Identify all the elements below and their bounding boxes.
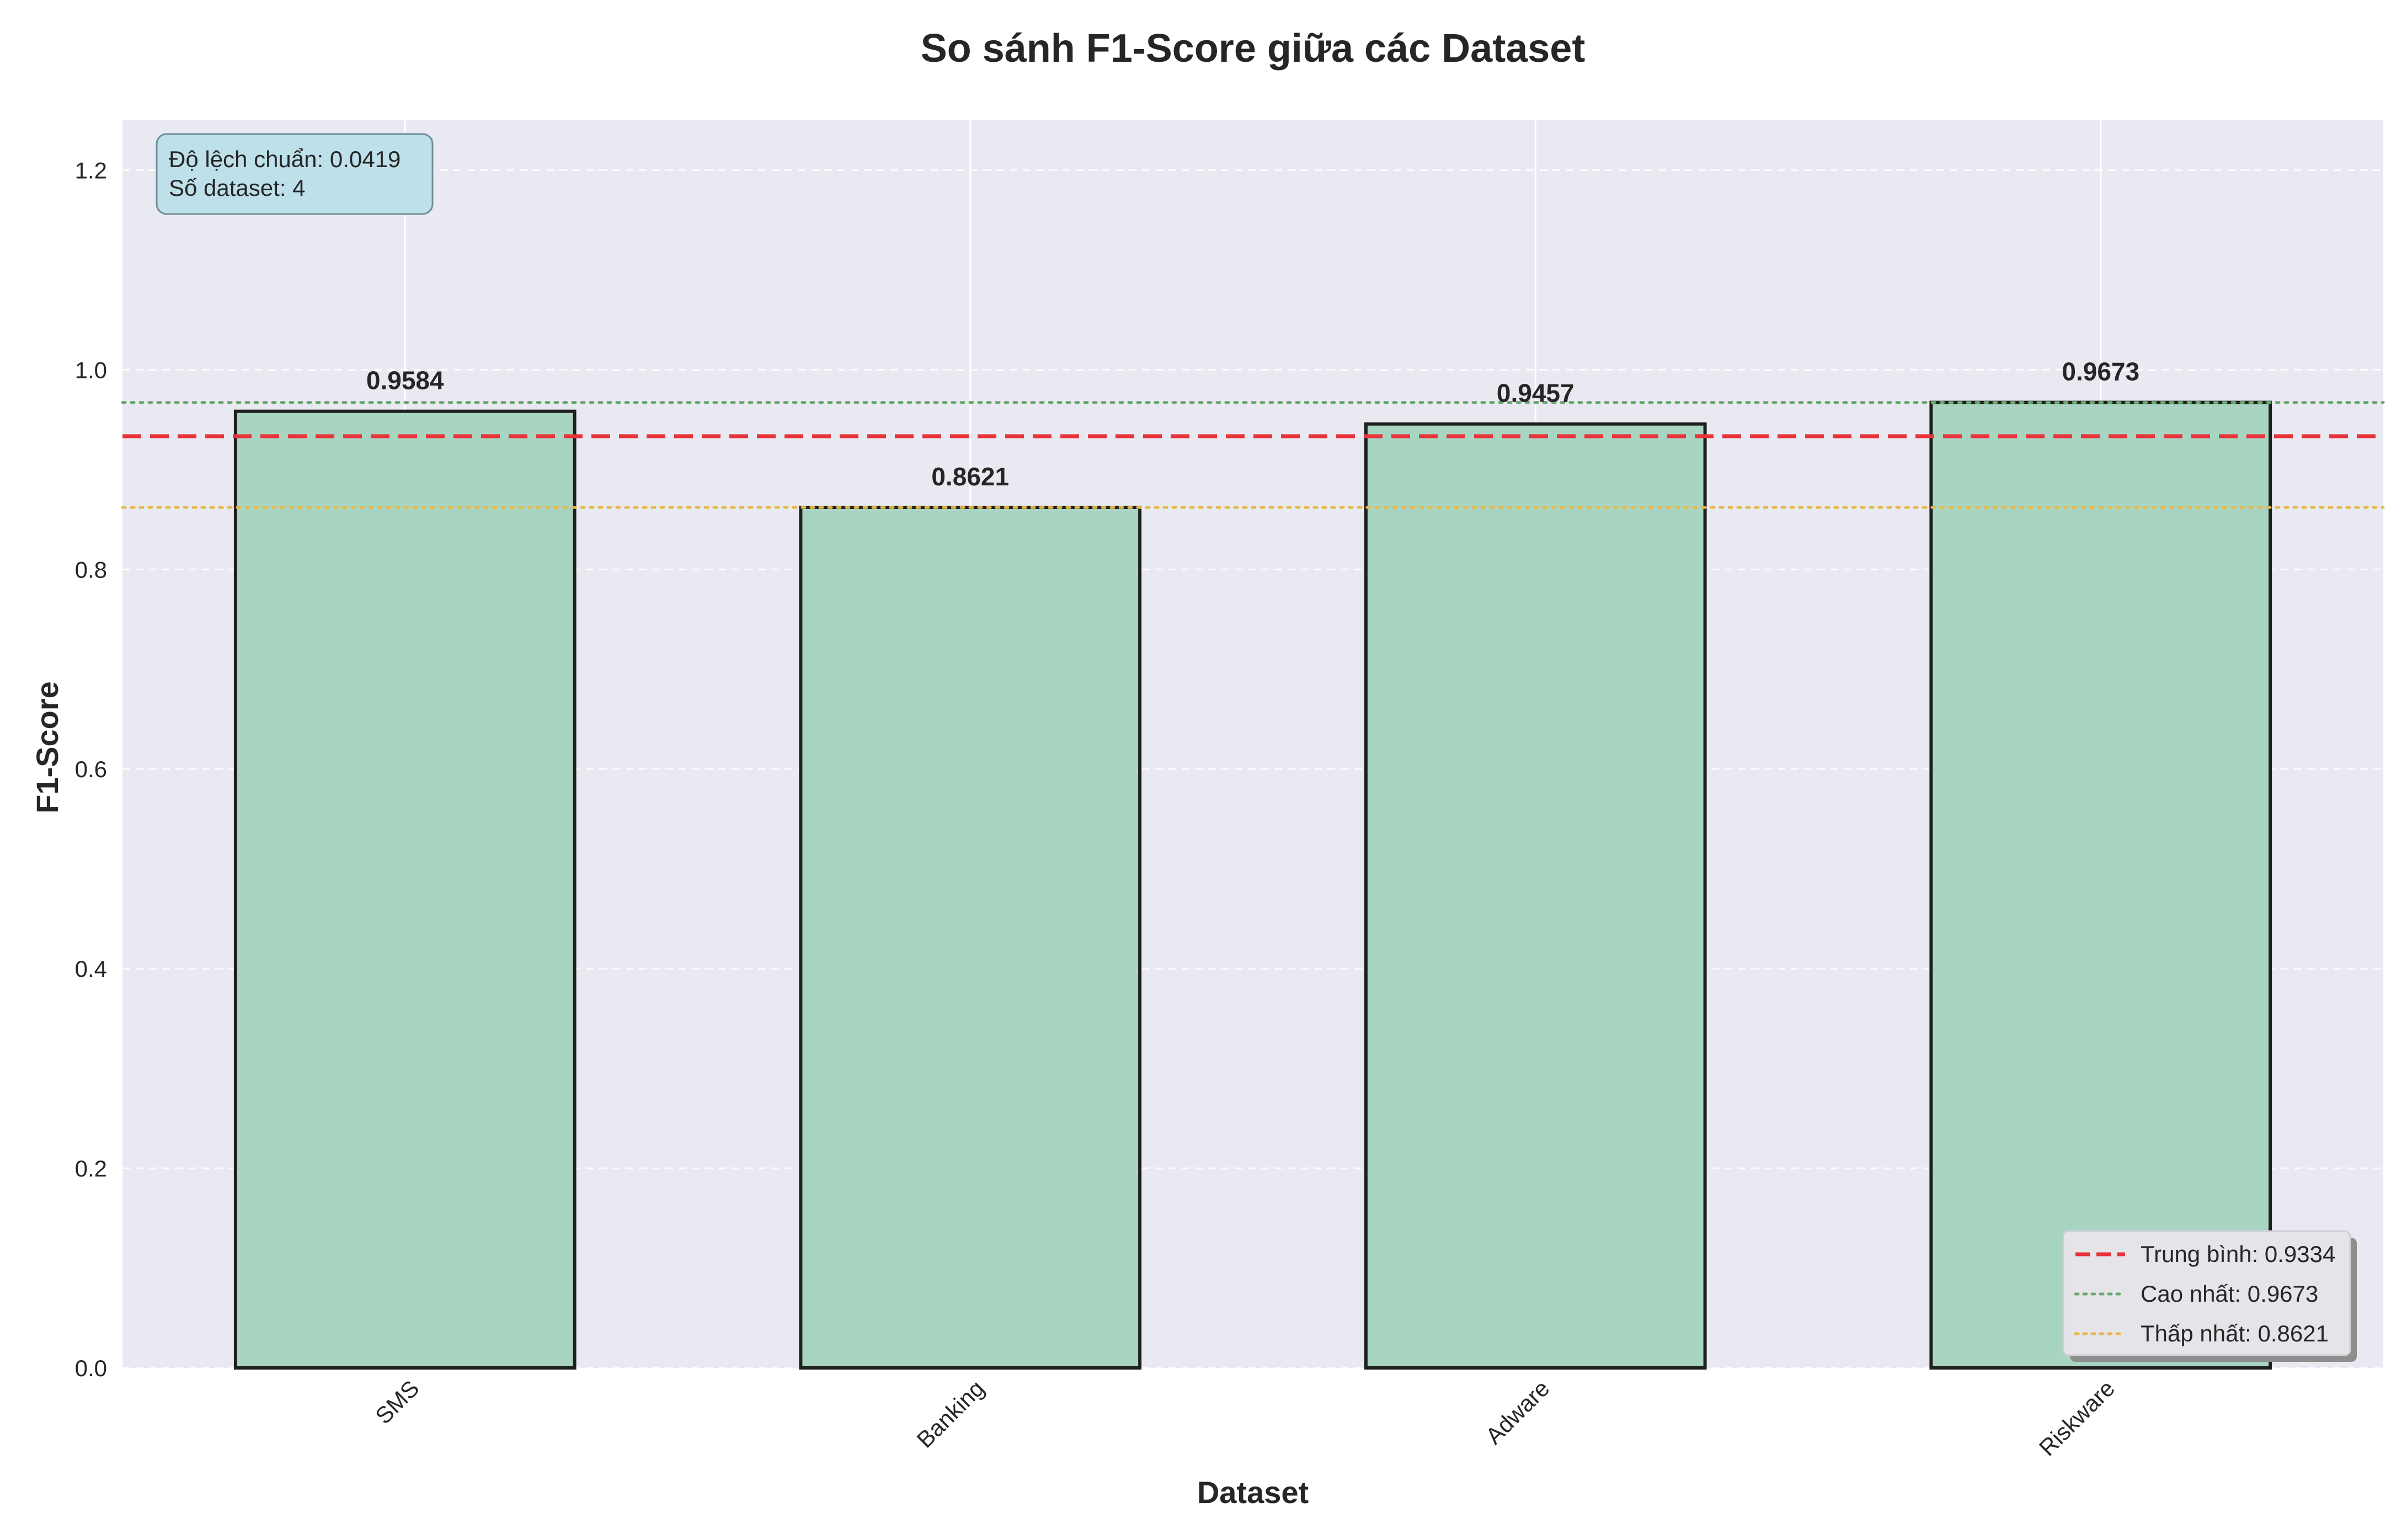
legend: Trung bình: 0.9334 Cao nhất: 0.9673 Thấp n… xyxy=(2062,1230,2357,1362)
y-tick-label: 0.2 xyxy=(75,1156,107,1181)
stats-box-line: Độ lệch chuẩn: 0.0419 xyxy=(169,146,401,172)
bar-sms xyxy=(233,409,577,1370)
plot-area: 0.0 0.2 0.4 0.6 0.8 1.0 1.2 0.9584 0.8621 0.9457 0… xyxy=(75,120,2385,1461)
legend-entry-label: Cao nhất: 0.9673 xyxy=(2141,1281,2318,1307)
x-tick-label: Banking xyxy=(912,1375,990,1453)
y-tick-label: 0.0 xyxy=(75,1355,107,1381)
y-tick-label: 0.8 xyxy=(75,557,107,582)
x-tick-label: Riskware xyxy=(2034,1375,2120,1461)
stats-box-line: Số dataset: 4 xyxy=(169,175,306,201)
stats-box: Độ lệch chuẩn: 0.0419 Số dataset: 4 xyxy=(156,133,434,215)
stats-box-background xyxy=(156,133,434,215)
y-tick-label: 1.0 xyxy=(75,357,107,383)
data-label: 0.9457 xyxy=(1497,379,1575,408)
legend-entry-label: Thấp nhất: 0.8621 xyxy=(2141,1320,2329,1346)
legend-entry-label: Trung bình: 0.9334 xyxy=(2141,1241,2335,1267)
data-label: 0.9673 xyxy=(2062,357,2139,386)
x-axis-label: Dataset xyxy=(1197,1475,1309,1510)
bar-riskware xyxy=(1929,400,2272,1370)
y-axis-label: F1-Score xyxy=(30,681,65,814)
bar-banking xyxy=(799,505,1142,1370)
y-tick-label: 0.4 xyxy=(75,956,107,982)
y-tick-label: 1.2 xyxy=(75,157,107,183)
x-tick-label: Adware xyxy=(1481,1375,1555,1449)
data-label: 0.9584 xyxy=(366,366,444,395)
y-tick-label: 0.6 xyxy=(75,756,107,782)
data-label: 0.8621 xyxy=(931,462,1009,491)
x-tick-label: SMS xyxy=(370,1375,424,1429)
chart-title: So sánh F1-Score giữa các Dataset xyxy=(921,26,1586,71)
bar-adware xyxy=(1364,422,1707,1370)
legend-background xyxy=(2062,1230,2351,1356)
